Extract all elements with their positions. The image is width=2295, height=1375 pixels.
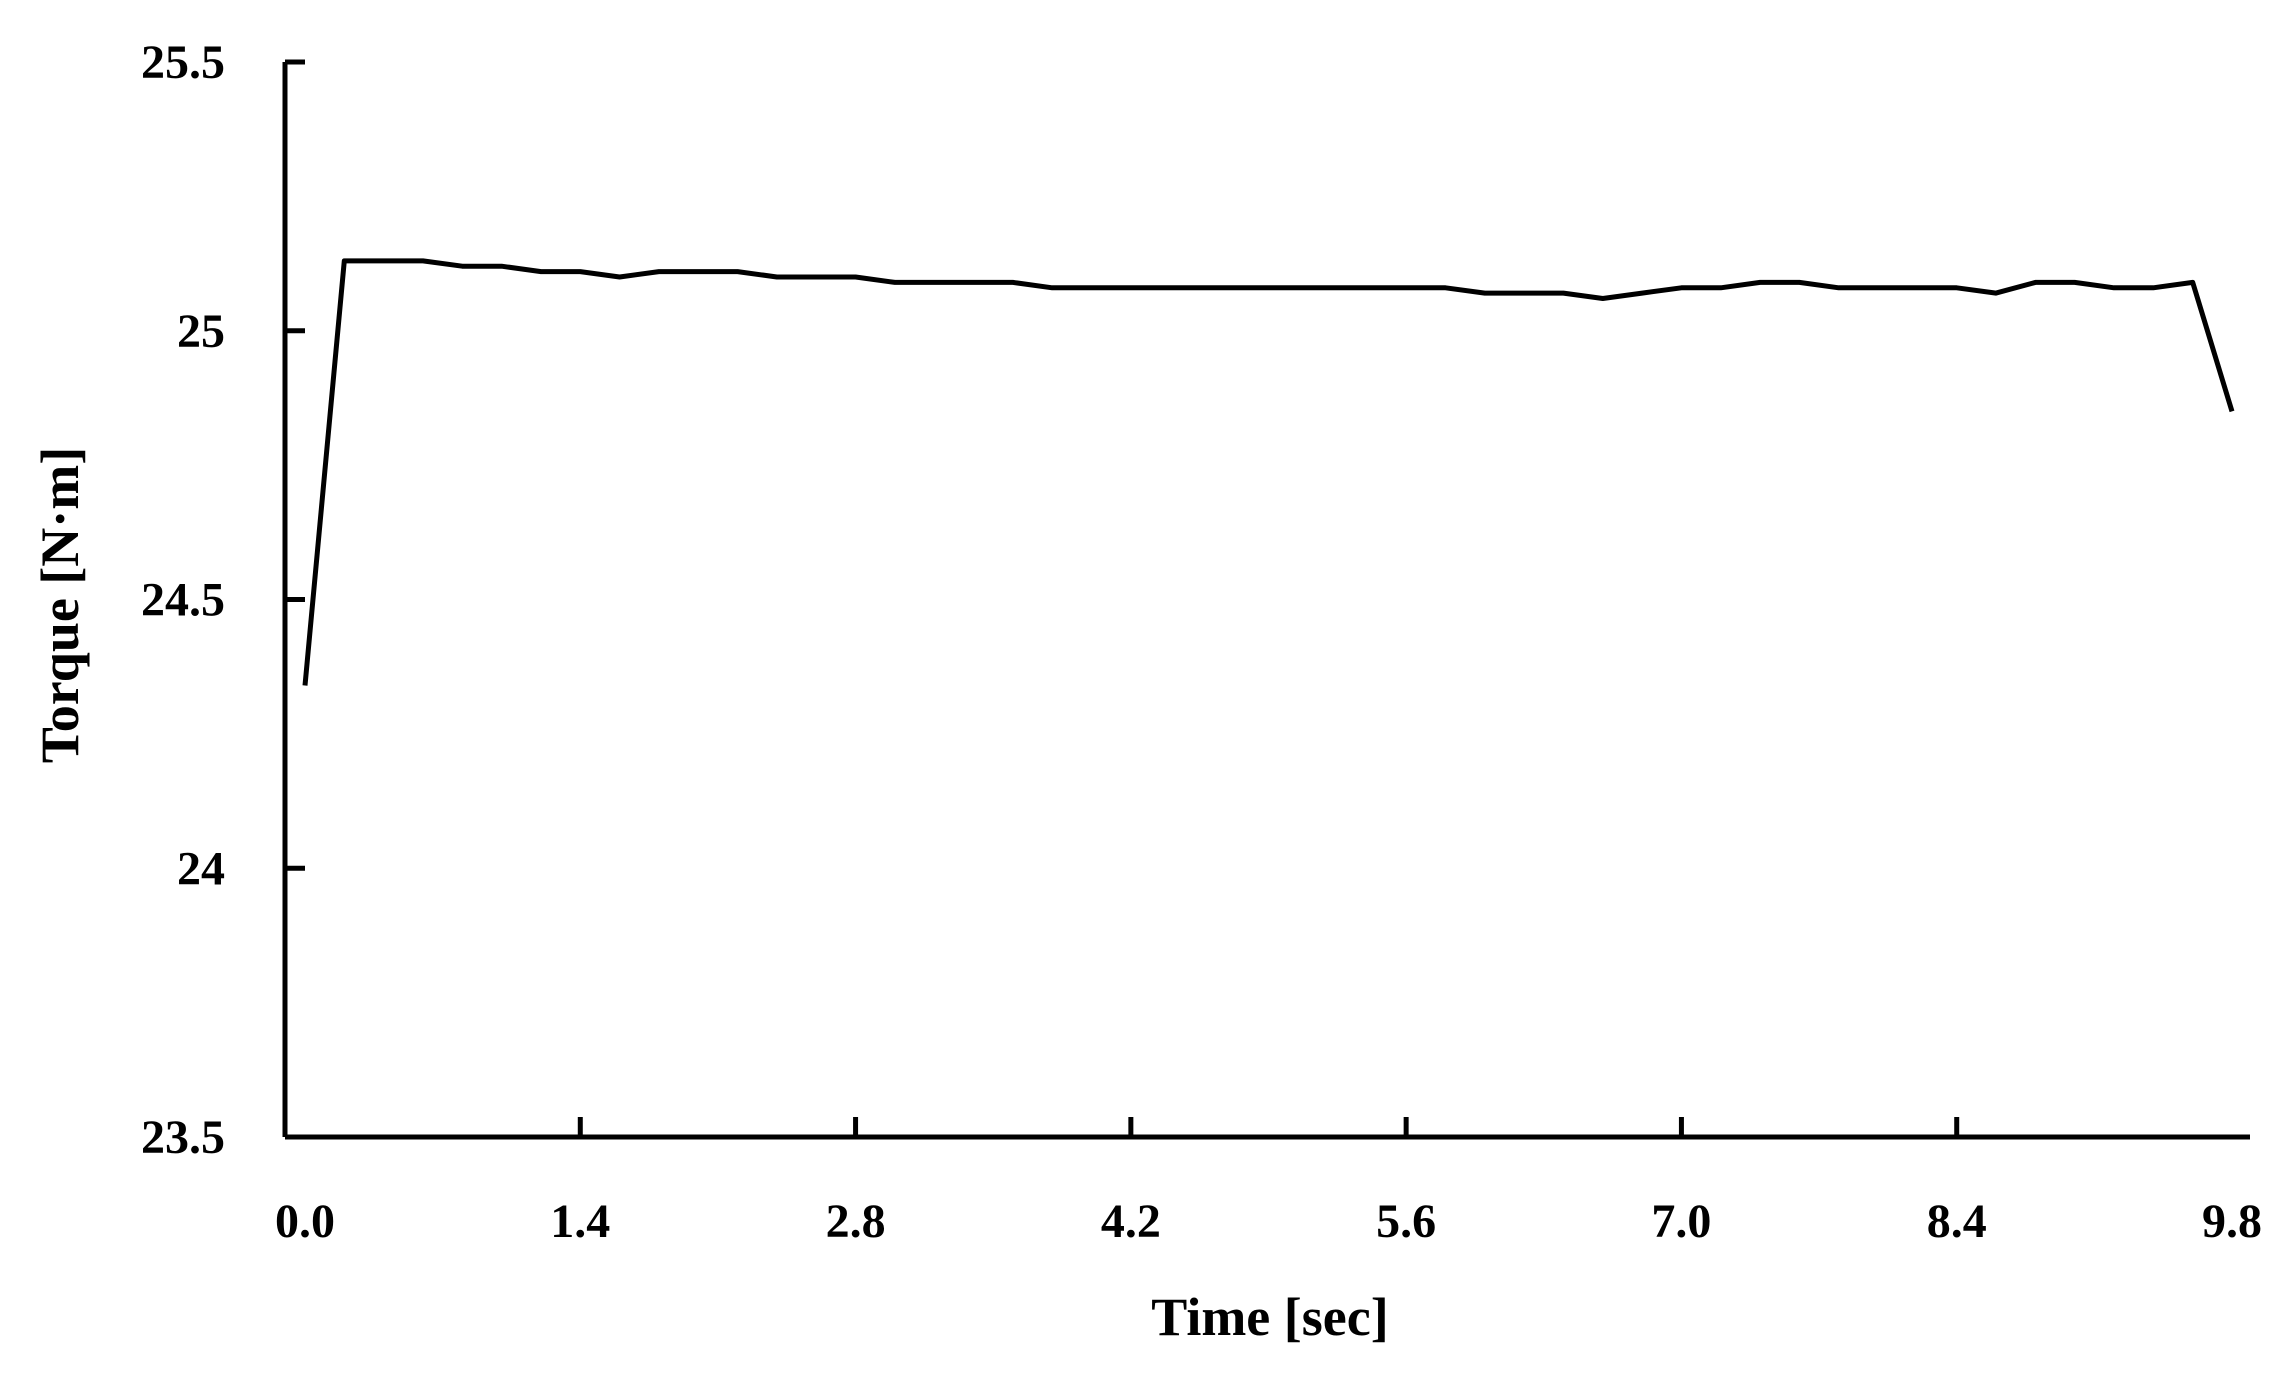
x-tick-label: 5.6 bbox=[1376, 1195, 1436, 1248]
y-tick-label: 25 bbox=[177, 305, 225, 358]
x-tick-label: 9.8 bbox=[2202, 1195, 2262, 1248]
y-tick-label: 24 bbox=[177, 842, 225, 895]
x-tick-label: 4.2 bbox=[1101, 1195, 1161, 1248]
x-tick-label: 2.8 bbox=[826, 1195, 886, 1248]
y-axis-title: Torque [N·m] bbox=[30, 447, 90, 764]
x-tick-label: 8.4 bbox=[1927, 1195, 1987, 1248]
x-axis-title: Time [sec] bbox=[1151, 1287, 1388, 1347]
plot-area bbox=[302, 258, 2235, 686]
axes bbox=[282, 62, 2250, 1140]
series-line-0 bbox=[302, 258, 2235, 686]
y-tick-label: 24.5 bbox=[141, 574, 225, 627]
x-tick-label: 1.4 bbox=[550, 1195, 610, 1248]
y-tick-label: 25.5 bbox=[141, 36, 225, 89]
y-tick-label: 23.5 bbox=[141, 1111, 225, 1164]
ticks: 23.5 24 24.5 25 25.5 0.0 1.4 2.8 4.2 5.6 7.0 8.4 9.8 bbox=[141, 36, 2262, 1248]
x-tick-label: 7.0 bbox=[1651, 1195, 1711, 1248]
x-tick-label: 0.0 bbox=[275, 1195, 335, 1248]
